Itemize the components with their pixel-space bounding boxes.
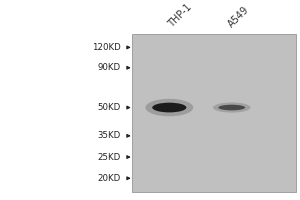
- Text: 120KD: 120KD: [92, 43, 120, 52]
- Text: 35KD: 35KD: [97, 131, 120, 140]
- Text: 25KD: 25KD: [97, 153, 120, 162]
- Bar: [132, 34, 296, 192]
- Text: 90KD: 90KD: [97, 63, 120, 72]
- Ellipse shape: [218, 105, 245, 110]
- Text: THP-1: THP-1: [166, 2, 194, 30]
- Text: 50KD: 50KD: [97, 103, 120, 112]
- Text: A549: A549: [226, 5, 250, 30]
- Ellipse shape: [213, 102, 250, 113]
- Ellipse shape: [146, 99, 193, 116]
- Text: 20KD: 20KD: [97, 174, 120, 183]
- Ellipse shape: [152, 103, 186, 112]
